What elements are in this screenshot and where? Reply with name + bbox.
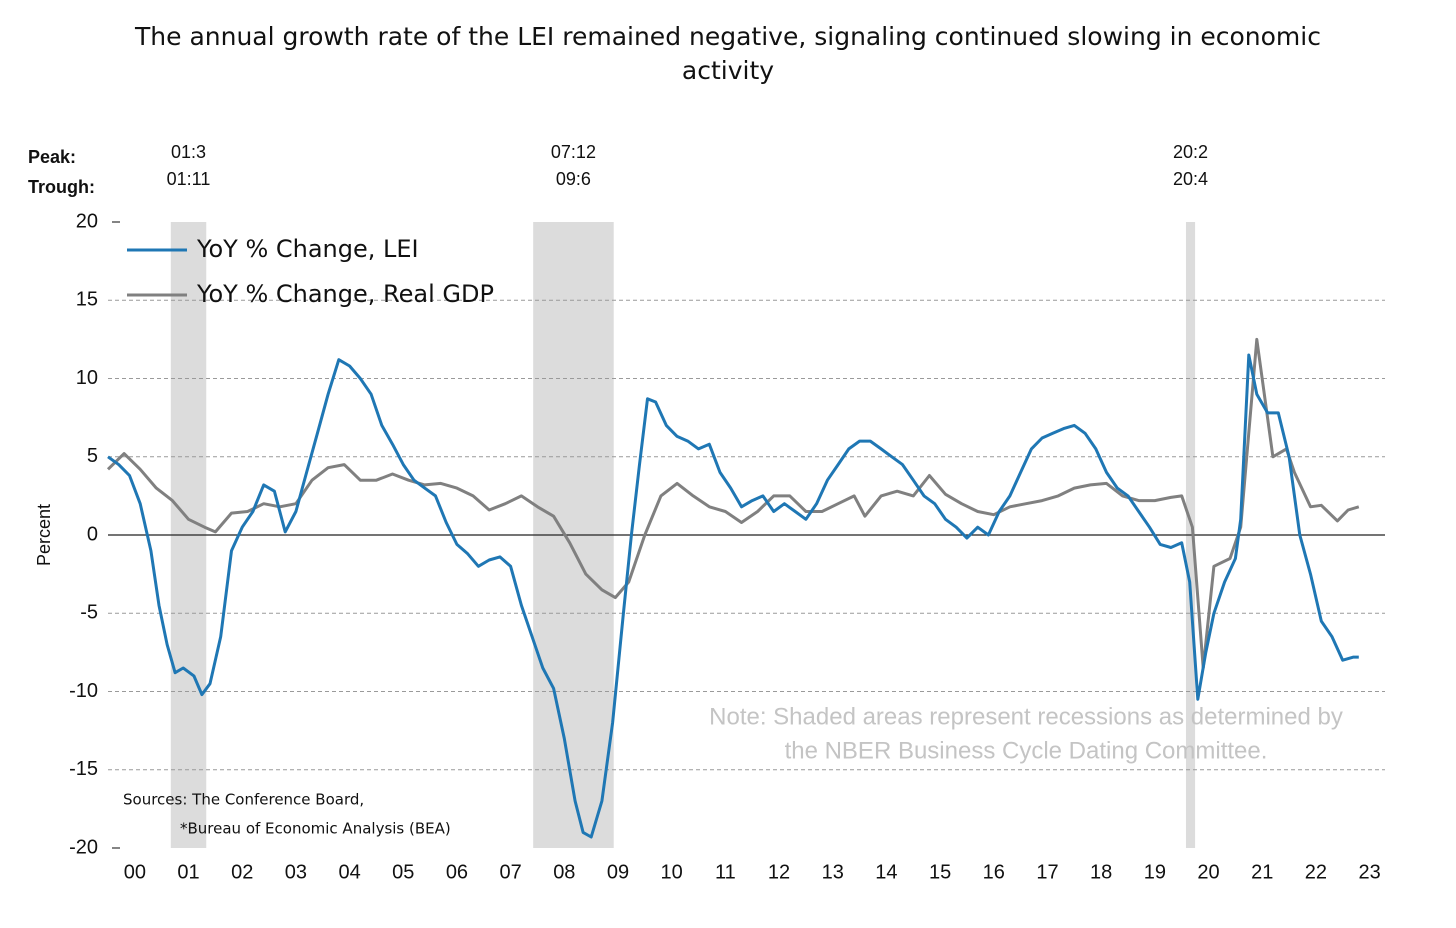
x-tick-label: 23 bbox=[1358, 861, 1380, 883]
source: Sources: The Conference Board, bbox=[123, 791, 364, 809]
x-tick-label: 20 bbox=[1197, 861, 1219, 883]
y-tick-label: -20 bbox=[69, 836, 98, 858]
trough-date: 09:6 bbox=[556, 169, 591, 189]
x-tick-label: 05 bbox=[392, 861, 414, 883]
x-tick-label: 00 bbox=[124, 861, 146, 883]
x-tick-label: 12 bbox=[768, 861, 790, 883]
x-tick-label: 10 bbox=[661, 861, 683, 883]
trough-date: 20:4 bbox=[1173, 169, 1208, 189]
x-tick-label: 01 bbox=[177, 861, 199, 883]
x-tick-label: 08 bbox=[553, 861, 575, 883]
y-axis-label: Percent bbox=[34, 504, 54, 566]
x-tick-label: 22 bbox=[1305, 861, 1327, 883]
legend-label: YoY % Change, LEI bbox=[196, 235, 419, 263]
x-tick-label: 06 bbox=[446, 861, 468, 883]
x-tick-label: 15 bbox=[929, 861, 951, 883]
label-layer: 01:3 01:11 07:12 09:6 20:2 20:4 Peak: Trough: -2… bbox=[28, 142, 1381, 884]
x-tick-label: 03 bbox=[285, 861, 307, 883]
x-tick-label: 02 bbox=[231, 861, 253, 883]
legend-label: YoY % Change, Real GDP bbox=[196, 280, 494, 308]
series-line bbox=[106, 337, 1360, 670]
y-tick-label: 15 bbox=[76, 289, 98, 311]
peak-date: 20:2 bbox=[1173, 142, 1208, 162]
x-tick-label: 16 bbox=[983, 861, 1005, 883]
y-tick-label: 5 bbox=[87, 445, 98, 467]
x-tick-label: 07 bbox=[500, 861, 522, 883]
y-tick-label: -15 bbox=[69, 758, 98, 780]
source: *Bureau of Economic Analysis (BEA) bbox=[180, 820, 451, 838]
y-tick-label: 0 bbox=[87, 523, 98, 545]
x-tick-label: 14 bbox=[875, 861, 897, 883]
x-tick-label: 04 bbox=[338, 861, 360, 883]
x-tick-label: 17 bbox=[1036, 861, 1058, 883]
peak-label: Peak: bbox=[28, 147, 76, 167]
note: Note: Shaded areas represent recessions … bbox=[709, 703, 1343, 730]
y-tick-label: 10 bbox=[76, 367, 98, 389]
line-layer bbox=[106, 337, 1360, 839]
y-tick-label: -5 bbox=[80, 602, 98, 624]
x-tick-label: 21 bbox=[1251, 861, 1273, 883]
trough-label: Trough: bbox=[28, 177, 95, 197]
trough-date: 01:11 bbox=[167, 169, 211, 189]
y-tick-label: 20 bbox=[76, 210, 98, 232]
note: the NBER Business Cycle Dating Committee… bbox=[785, 737, 1268, 764]
grid-layer bbox=[108, 221, 1385, 849]
x-tick-label: 09 bbox=[607, 861, 629, 883]
peak-date: 01:3 bbox=[171, 142, 206, 162]
y-tick-label: -10 bbox=[69, 680, 98, 702]
chart-title: The annual growth rate of the LEI remain… bbox=[135, 22, 1321, 85]
x-tick-label: 13 bbox=[822, 861, 844, 883]
series-line bbox=[107, 353, 1359, 839]
x-tick-label: 11 bbox=[715, 861, 736, 883]
peak-date: 07:12 bbox=[551, 142, 596, 162]
x-tick-label: 18 bbox=[1090, 861, 1112, 883]
x-tick-label: 19 bbox=[1144, 861, 1166, 883]
